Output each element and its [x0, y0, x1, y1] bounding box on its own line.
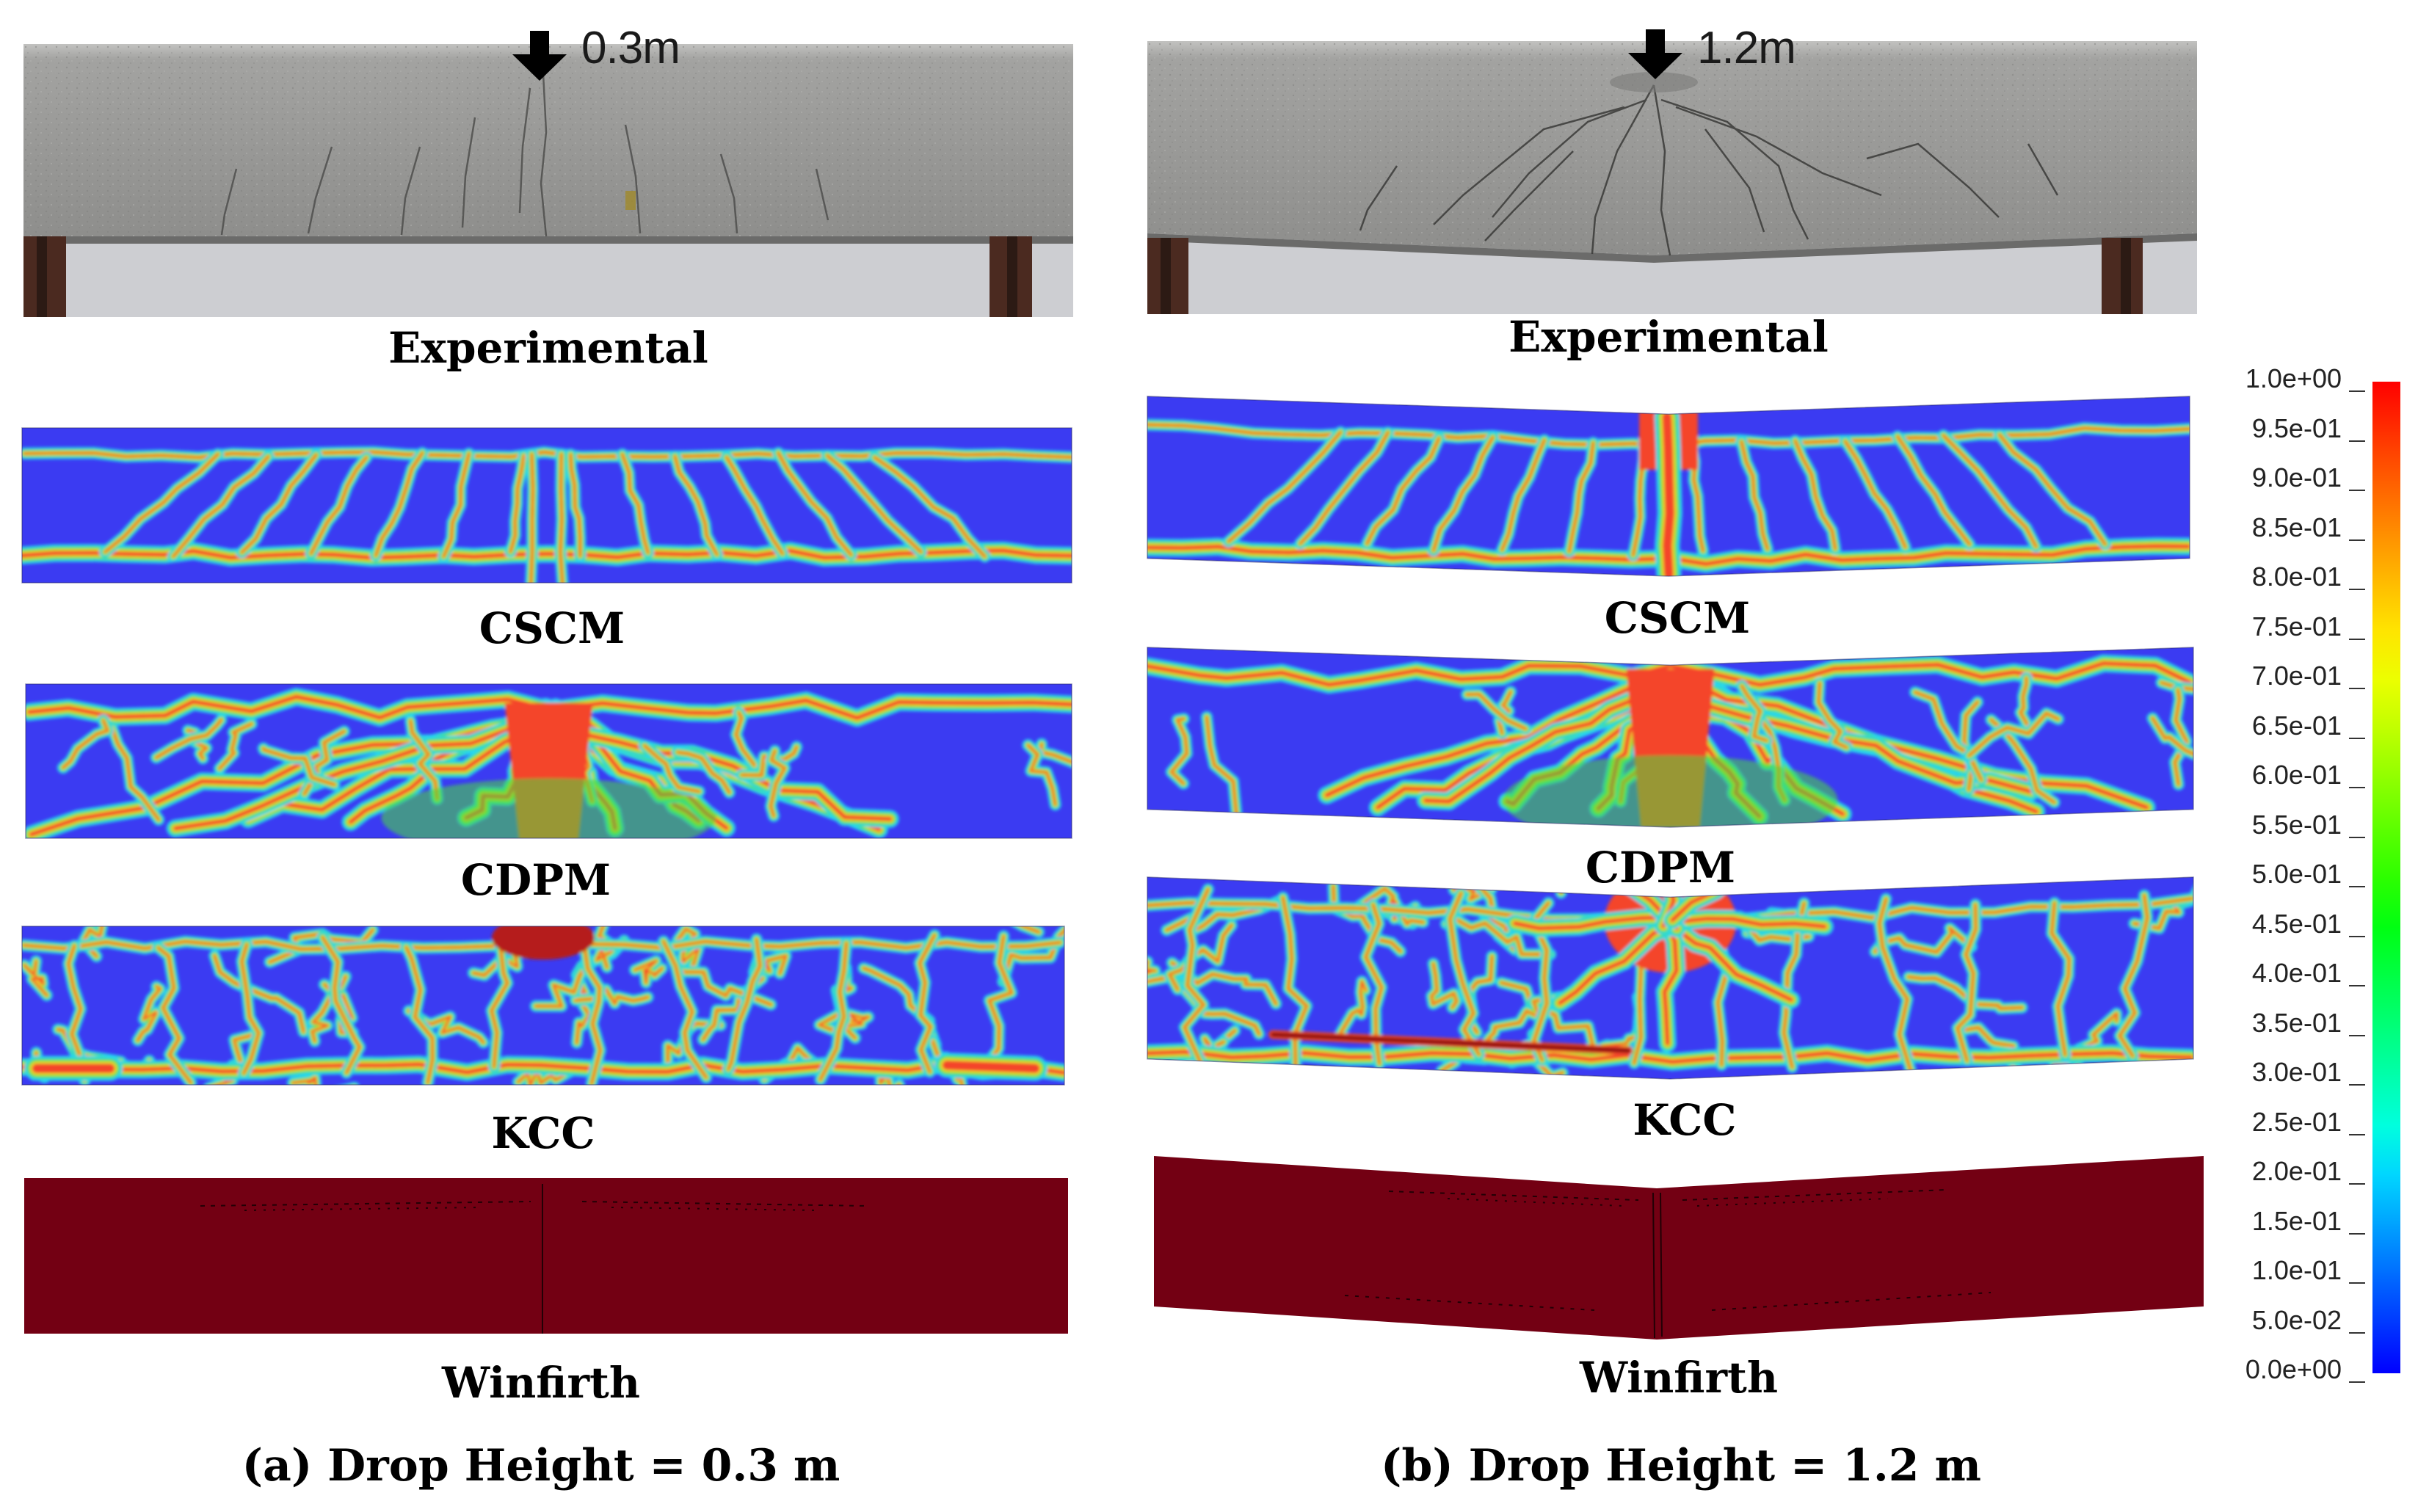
- color-scale-tick-label: 6.5e-01: [2251, 710, 2342, 741]
- cdpm-contour-a: [25, 683, 1072, 839]
- color-scale-swatch: [2372, 1273, 2400, 1324]
- color-scale-tick: [2349, 1183, 2365, 1185]
- color-scale-swatch: [2372, 827, 2400, 878]
- color-scale-tick: [2349, 1084, 2365, 1086]
- color-scale-tick: [2349, 638, 2365, 640]
- color-scale-tick-label: 7.0e-01: [2251, 661, 2342, 691]
- color-scale-swatch: [2372, 481, 2400, 531]
- cscm-label-a: CSCM: [479, 603, 625, 653]
- color-scale-tick: [2349, 787, 2365, 788]
- color-scale-tick: [2349, 737, 2365, 739]
- kcc-contour-b: [1147, 876, 2194, 1080]
- color-scale-tick-label: 0.0e+00: [2245, 1354, 2342, 1384]
- color-scale-tick: [2349, 886, 2365, 887]
- color-scale-tick-label: 9.0e-01: [2251, 462, 2342, 493]
- color-scale-tick: [2349, 935, 2365, 937]
- color-scale-swatch: [2372, 1025, 2400, 1076]
- caption-a: (a) Drop Height = 0.3 m: [242, 1440, 840, 1491]
- color-scale-tick-label: 4.5e-01: [2251, 908, 2342, 939]
- color-scale-tick: [2349, 1232, 2365, 1235]
- color-scale-tick: [2349, 539, 2365, 541]
- color-scale-swatch: [2372, 1174, 2400, 1225]
- color-scale-swatch: [2372, 1124, 2400, 1175]
- drop-height-label-b: 1.2m: [1697, 23, 1796, 73]
- color-scale-tick-label: 6.0e-01: [2251, 760, 2342, 790]
- color-scale-tick: [2349, 1282, 2365, 1284]
- color-scale-tick-label: 5.5e-01: [2251, 809, 2342, 840]
- drop-height-label-a: 0.3m: [581, 23, 680, 73]
- color-scale-swatch: [2372, 926, 2400, 977]
- experimental-photo-b: [1147, 41, 2197, 314]
- color-scale-swatch: [2372, 629, 2400, 680]
- experimental-label-b: Experimental: [1508, 312, 1829, 362]
- color-scale-tick: [2349, 1034, 2365, 1036]
- color-scale-tick: [2349, 836, 2365, 838]
- cdpm-contour-b: [1147, 647, 2194, 828]
- winfirth-label-a: Winfirth: [441, 1358, 640, 1408]
- color-scale-tick-label: 5.0e-02: [2251, 1304, 2342, 1335]
- color-scale-tick-label: 4.0e-01: [2251, 958, 2342, 988]
- kcc-contour-a: [21, 926, 1065, 1086]
- cscm-contour-b: [1147, 396, 2190, 577]
- cscm-label-b: CSCM: [1604, 593, 1751, 643]
- color-scale-swatch: [2372, 1323, 2400, 1373]
- color-scale-tick: [2349, 688, 2365, 689]
- color-scale-tick-label: 9.5e-01: [2251, 412, 2342, 443]
- color-scale-tick-label: 3.0e-01: [2251, 1057, 2342, 1087]
- color-scale-tick-label: 5.0e-01: [2251, 859, 2342, 889]
- color-scale-swatch: [2372, 1075, 2400, 1126]
- color-scale-swatch: [2372, 728, 2400, 779]
- color-scale-swatch: [2372, 877, 2400, 928]
- experimental-label-a: Experimental: [388, 323, 708, 373]
- color-scale-swatch: [2372, 580, 2400, 630]
- winfirth-label-b: Winfirth: [1579, 1353, 1778, 1403]
- color-scale-tick-label: 2.5e-01: [2251, 1106, 2342, 1137]
- color-scale-tick: [2349, 490, 2365, 491]
- color-scale-swatch: [2372, 1224, 2400, 1274]
- color-scale-swatch: [2372, 976, 2400, 1027]
- color-scale-tick-label: 3.5e-01: [2251, 1007, 2342, 1038]
- drop-arrow-icon-a: [512, 31, 567, 81]
- color-scale-tick-label: 1.0e-01: [2251, 1255, 2342, 1285]
- color-scale-swatch: [2372, 431, 2400, 481]
- color-scale-swatch: [2372, 679, 2400, 730]
- color-scale-tick: [2349, 440, 2365, 442]
- color-scale-tick: [2349, 589, 2365, 590]
- color-scale-swatch: [2372, 382, 2400, 432]
- color-scale-tick: [2349, 985, 2365, 986]
- color-scale-tick: [2349, 1381, 2365, 1383]
- drop-arrow-icon-b: [1628, 29, 1682, 79]
- color-scale-tick-label: 1.5e-01: [2251, 1205, 2342, 1236]
- color-scale-swatch: [2372, 778, 2400, 829]
- color-scale-tick-label: 8.5e-01: [2251, 512, 2342, 542]
- experimental-photo-a: [23, 44, 1073, 317]
- color-scale-tick: [2349, 1133, 2365, 1135]
- winfirth-contour-a: [24, 1178, 1068, 1334]
- color-scale-tick-label: 1.0e+00: [2245, 363, 2342, 393]
- kcc-label-b: KCC: [1633, 1095, 1737, 1145]
- color-scale-tick: [2349, 390, 2365, 392]
- color-scale-tick: [2349, 1331, 2365, 1334]
- cdpm-label-a: CDPM: [460, 855, 611, 905]
- cscm-contour-a: [21, 427, 1072, 584]
- cdpm-label-b: CDPM: [1585, 843, 1736, 893]
- kcc-label-a: KCC: [491, 1108, 595, 1158]
- caption-b: (b) Drop Height = 1.2 m: [1381, 1440, 1981, 1491]
- color-scale-tick-label: 8.0e-01: [2251, 561, 2342, 592]
- winfirth-contour-b: [1154, 1156, 2204, 1340]
- color-scale-tick-label: 7.5e-01: [2251, 611, 2342, 641]
- color-scale-tick-label: 2.0e-01: [2251, 1156, 2342, 1186]
- color-scale-swatch: [2372, 530, 2400, 581]
